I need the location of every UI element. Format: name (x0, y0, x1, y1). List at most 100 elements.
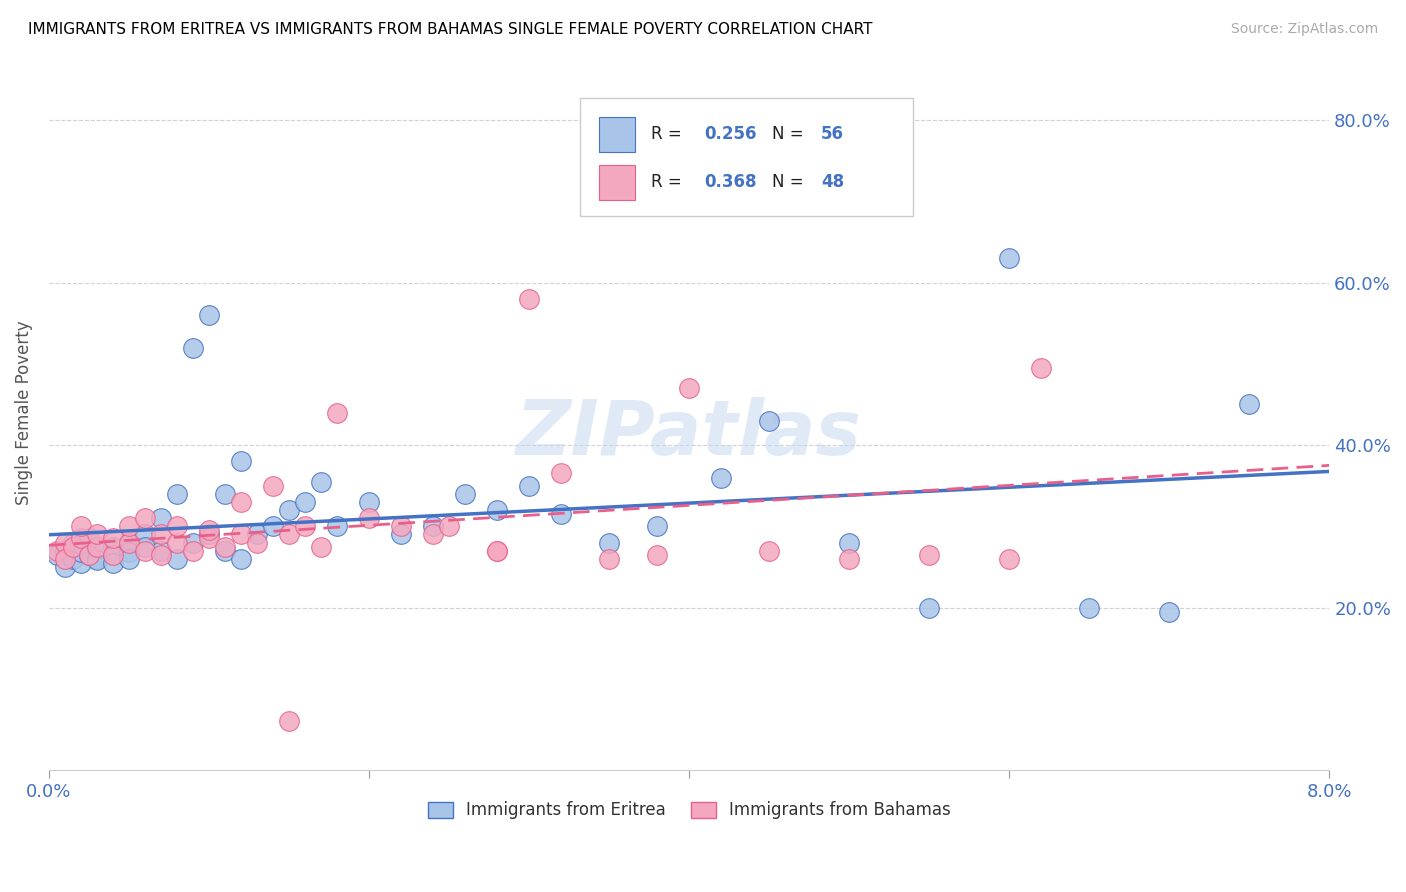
Point (101, 548, 124, 562)
Point (77, 532, 100, 546)
Point (86, 542, 108, 557)
Point (326, 406, 349, 420)
Point (758, 543, 780, 558)
Text: R =: R = (651, 126, 686, 144)
Point (150, 543, 173, 558)
Point (357, 495, 380, 509)
Point (166, 519, 188, 533)
Point (278, 503, 301, 517)
Point (166, 535, 188, 549)
Point (70, 545, 93, 559)
Point (486, 543, 509, 558)
Point (214, 540, 236, 554)
Point (198, 527, 221, 541)
Point (1031, 360, 1053, 375)
Point (998, 551, 1021, 566)
Point (422, 519, 444, 533)
Point (517, 292, 540, 306)
Point (53, 543, 76, 558)
Point (678, 381, 700, 395)
Point (550, 507, 572, 521)
Point (101, 540, 124, 554)
FancyBboxPatch shape (581, 98, 912, 216)
Point (198, 532, 221, 546)
Point (166, 551, 188, 566)
Point (246, 535, 269, 549)
Point (598, 551, 620, 566)
Point (150, 548, 173, 562)
Point (758, 414, 780, 428)
Point (229, 551, 252, 566)
Point (1159, 605, 1181, 619)
Point (101, 556, 124, 570)
Point (326, 519, 349, 533)
Point (86, 540, 108, 554)
Text: N =: N = (772, 126, 810, 144)
Point (838, 535, 860, 549)
Point (229, 527, 252, 541)
Point (246, 527, 269, 541)
Point (389, 519, 412, 533)
Point (214, 487, 236, 501)
Point (278, 714, 301, 729)
Point (229, 454, 252, 468)
Text: 56: 56 (821, 126, 844, 144)
Text: IMMIGRANTS FROM ERITREA VS IMMIGRANTS FROM BAHAMAS SINGLE FEMALE POVERTY CORRELA: IMMIGRANTS FROM ERITREA VS IMMIGRANTS FR… (28, 22, 873, 37)
Point (454, 487, 477, 501)
Point (86, 527, 108, 541)
Point (214, 543, 236, 558)
Point (134, 511, 156, 525)
Point (150, 511, 173, 525)
Point (1239, 397, 1261, 411)
Point (70, 537, 93, 551)
Point (1078, 600, 1101, 615)
Text: 48: 48 (821, 173, 844, 192)
Point (118, 545, 141, 559)
Point (229, 495, 252, 509)
Point (118, 551, 141, 566)
Point (645, 519, 668, 533)
Point (262, 478, 284, 492)
Point (198, 308, 221, 322)
Text: R =: R = (651, 173, 686, 192)
Point (309, 540, 332, 554)
Text: 0.368: 0.368 (704, 173, 756, 192)
Bar (599, 118, 636, 152)
Point (46, 548, 69, 562)
Point (70, 532, 93, 546)
Point (134, 543, 156, 558)
Point (46, 543, 69, 558)
Point (62, 535, 84, 549)
Y-axis label: Single Female Poverty: Single Female Poverty (15, 320, 32, 505)
Point (838, 551, 860, 566)
Point (517, 478, 540, 492)
Point (150, 527, 173, 541)
Point (357, 511, 380, 525)
Point (918, 600, 941, 615)
Point (118, 535, 141, 549)
Point (486, 543, 509, 558)
Point (710, 470, 733, 484)
Point (598, 535, 620, 549)
Point (294, 519, 316, 533)
Point (422, 527, 444, 541)
Point (134, 527, 156, 541)
Point (53, 535, 76, 549)
Point (294, 495, 316, 509)
Point (77, 548, 100, 562)
Point (70, 556, 93, 570)
Point (262, 519, 284, 533)
Point (86, 553, 108, 567)
Point (134, 540, 156, 554)
Point (645, 548, 668, 562)
Point (118, 519, 141, 533)
Point (181, 341, 204, 355)
Point (86, 551, 108, 566)
Point (70, 519, 93, 533)
Point (998, 251, 1021, 265)
Point (486, 503, 509, 517)
Text: N =: N = (772, 173, 810, 192)
Point (62, 551, 84, 566)
Point (278, 527, 301, 541)
Point (53, 551, 76, 566)
